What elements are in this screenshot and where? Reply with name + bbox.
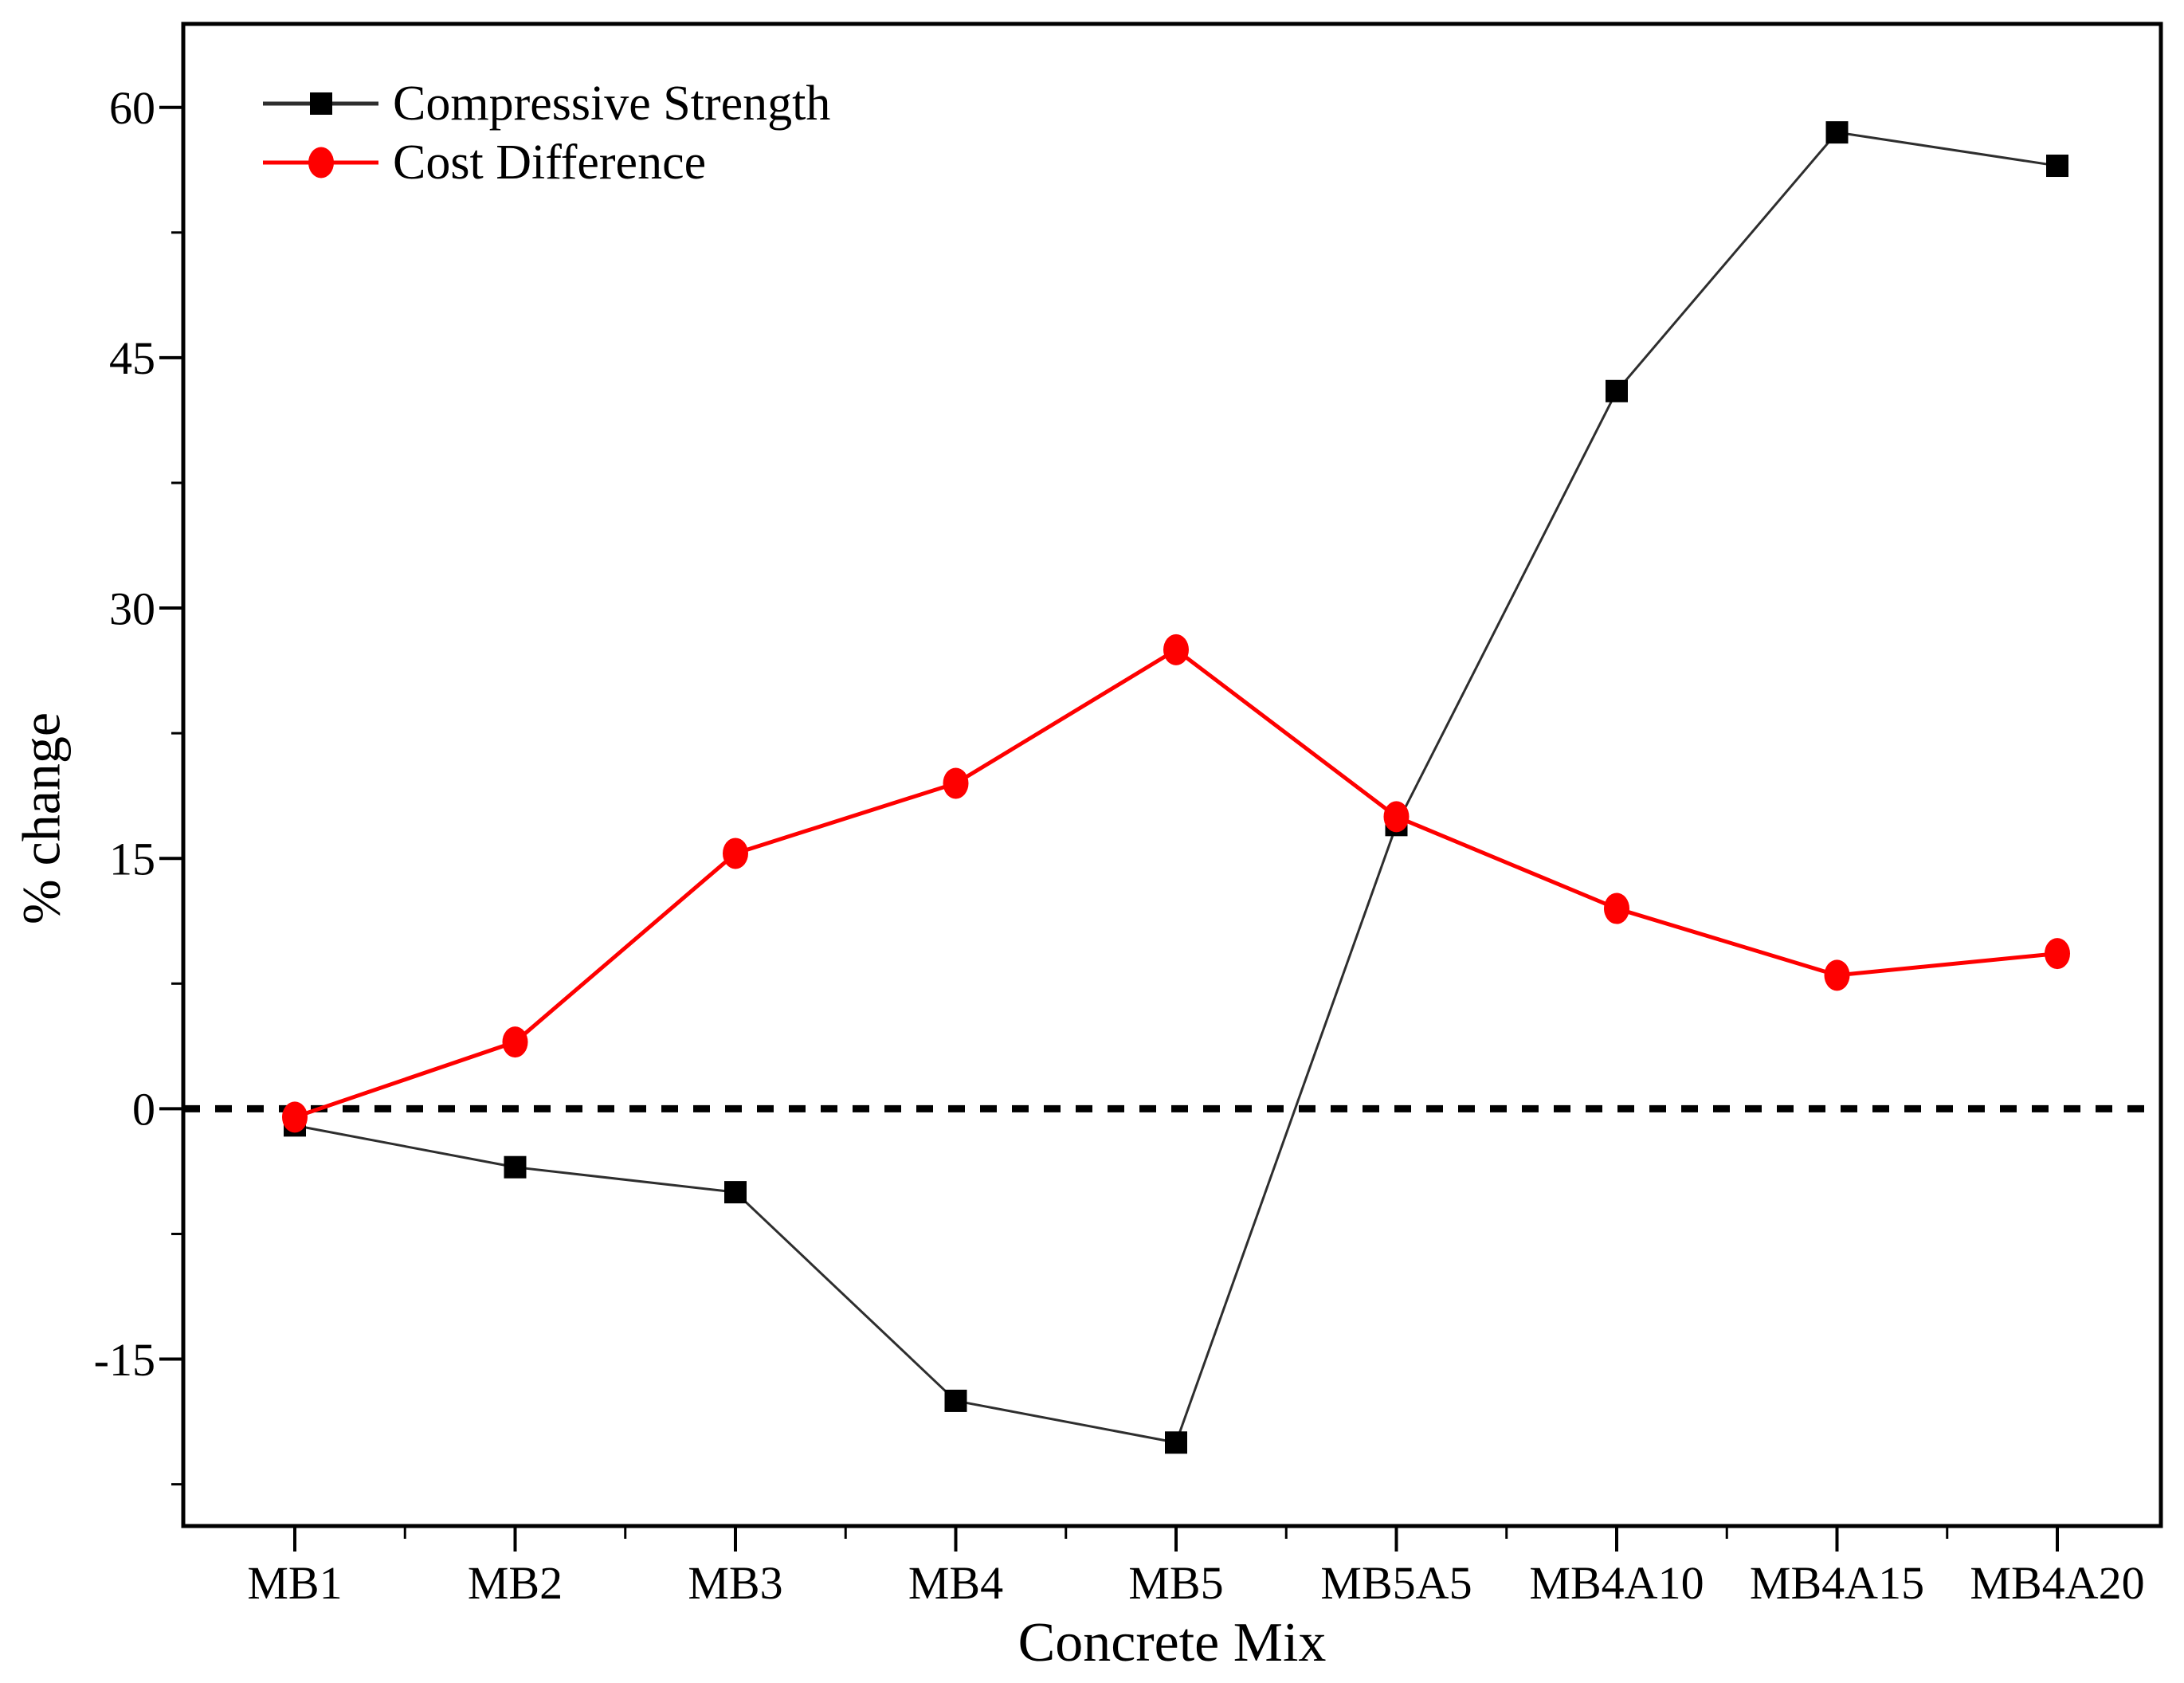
series-line-compressive-strength: [294, 131, 2058, 1444]
x-tick-label: MB3: [688, 1557, 782, 1609]
square-marker-icon: [309, 92, 332, 115]
data-point-cost-difference-mb4: [943, 767, 969, 799]
legend-swatch: [263, 74, 378, 133]
y-tick-label: -15: [94, 1334, 155, 1386]
series-line-cost-difference: [294, 647, 2058, 1120]
data-point-compressive-strength-mb5: [1165, 1431, 1187, 1454]
x-axis-title: Concrete Mix: [1018, 1612, 1327, 1673]
data-point-compressive-strength-mb4a10: [1606, 379, 1628, 402]
legend-item-cost-difference: Cost Difference: [263, 133, 830, 192]
y-axis-title: % change: [10, 712, 72, 925]
legend-swatch: [263, 133, 378, 192]
legend-item-compressive-strength: Compressive Strength: [263, 74, 830, 133]
data-point-compressive-strength-mb4a15: [1825, 121, 1849, 144]
x-tick-label: MB1: [247, 1557, 342, 1609]
x-tick-label: MB2: [468, 1557, 563, 1609]
circle-marker-icon: [308, 147, 334, 178]
y-tick-label: 60: [109, 82, 155, 134]
y-tick-label: 45: [109, 332, 155, 384]
legend-label: Cost Difference: [393, 135, 707, 190]
plot-frame: [181, 22, 2163, 1528]
y-tick-label: 0: [132, 1084, 155, 1136]
x-tick-label: MB4A10: [1529, 1557, 1704, 1609]
data-point-cost-difference-mb4a15: [1824, 959, 1850, 991]
data-point-compressive-strength-mb4: [944, 1389, 967, 1412]
x-tick-label: MB4A15: [1750, 1557, 1924, 1609]
data-point-compressive-strength-mb3: [724, 1181, 747, 1204]
x-tick-label: MB4: [908, 1557, 1003, 1609]
y-tick-label: 15: [109, 834, 155, 885]
data-point-cost-difference-mb5a5: [1383, 801, 1410, 833]
x-tick-label: MB5: [1128, 1557, 1223, 1609]
data-point-cost-difference-mb4a20: [2045, 938, 2070, 970]
data-point-compressive-strength-mb4a20: [2046, 155, 2068, 178]
data-point-cost-difference-mb5: [1163, 634, 1189, 665]
y-tick-label: 30: [109, 583, 155, 634]
x-tick-label: MB5A5: [1320, 1557, 1472, 1609]
data-point-cost-difference-mb1: [282, 1101, 308, 1133]
legend-label: Compressive Strength: [393, 76, 831, 131]
data-point-cost-difference-mb4a10: [1604, 892, 1629, 924]
data-point-compressive-strength-mb2: [504, 1155, 527, 1179]
x-tick-label: MB4A20: [1970, 1557, 2144, 1609]
data-point-cost-difference-mb3: [723, 838, 748, 869]
data-point-cost-difference-mb2: [502, 1026, 528, 1058]
legend: Compressive Strength Cost Difference: [263, 74, 830, 192]
